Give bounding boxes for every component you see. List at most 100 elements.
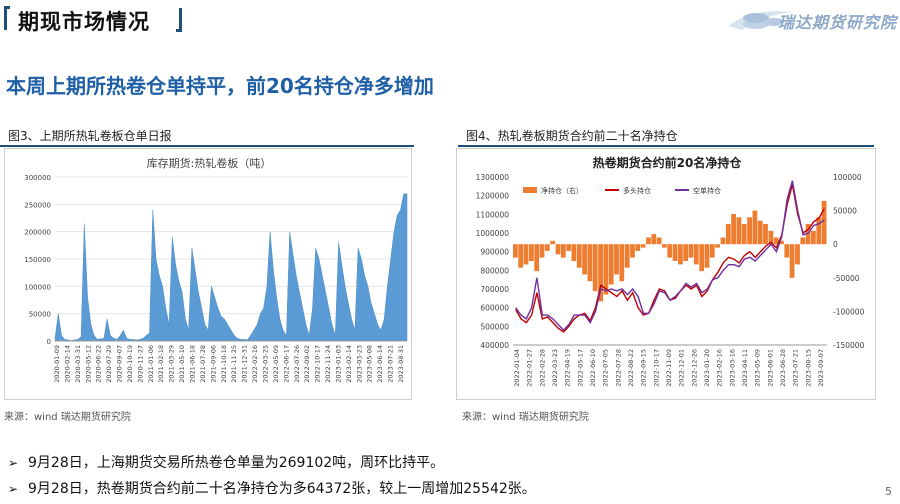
net-position-bar (630, 244, 635, 258)
warehouse-receipt-chart: 库存期货:热轧卷板（吨） 0 50000 100000 150000 200000 250… (24, 156, 408, 383)
headline: 本周上期所热卷仓单持平，前20名持仓净多增加 (6, 74, 434, 98)
x-tick-label: 2022-01-27 (526, 349, 534, 387)
x-tick-label: 2023-01-03 (334, 345, 342, 383)
x-tick-label: 2023-01-20 (703, 349, 711, 387)
x-tick-label: 2020-07-29 (105, 345, 113, 383)
net-position-bar (624, 244, 630, 268)
net-position-chart-box: 热卷期货合约前20名净持仓 净持仓（右） 多头持仓 空单持仓 400000 50000… (456, 148, 876, 400)
y-left-tick-label: 500000 (480, 322, 509, 331)
net-position-bar (619, 244, 625, 282)
company-logo (728, 11, 792, 30)
net-position-bar (544, 244, 550, 251)
x-tick-label: 2020-09-07 (116, 345, 124, 383)
net-position-bar (651, 234, 657, 245)
x-tick-label: 2020-11-27 (136, 345, 144, 383)
short-position-line (515, 180, 825, 332)
net-position-bar (779, 240, 784, 245)
y-right-tick-label: 50000 (833, 207, 857, 216)
x-tick-label: 2022-07-05 (602, 349, 610, 387)
x-tick-label: 2022-12-26 (690, 349, 698, 387)
x-tick-label: 2023-05-09 (754, 349, 762, 387)
x-tick-label: 2020-10-19 (126, 345, 134, 383)
net-position-bar (523, 244, 529, 265)
bullet-arrow-icon: ➢ (8, 482, 19, 496)
x-tick-label: 2023-06-14 (376, 345, 384, 383)
net-position-bar (566, 244, 571, 251)
x-tick-label: 2022-12-01 (678, 349, 686, 387)
chart-title: 库存期货:热轧卷板（吨） (147, 156, 272, 170)
y-right-tick-label: 100000 (833, 173, 862, 182)
net-position-bar (582, 244, 587, 275)
x-tick-label: 2020-05-12 (84, 345, 92, 383)
net-position-bar (598, 244, 603, 302)
x-tick-label: 2022-07-28 (614, 349, 622, 387)
net-position-bar (752, 210, 758, 245)
net-position-bar (800, 237, 806, 245)
net-position-bar (678, 244, 683, 265)
y-left-tick-label: 1000000 (476, 229, 510, 238)
x-tick-label: 2022-11-24 (324, 345, 332, 383)
net-position-bar (646, 237, 651, 245)
legend-label: 净持仓（右） (541, 186, 583, 195)
y-right-tick-label: -50000 (833, 274, 860, 283)
y-right-tick-label: -100000 (833, 307, 865, 316)
x-tick-label: 2023-05-08 (366, 345, 374, 383)
x-tick-label: 2021-02-18 (157, 345, 165, 383)
net-position-bar (699, 244, 705, 272)
legend-swatch (523, 187, 537, 193)
x-tick-label: 2021-01-06 (147, 345, 155, 383)
net-position-bar (789, 244, 795, 278)
y-left-tick-label: 1100000 (476, 210, 510, 219)
page-title: 期现市场情况 (18, 10, 150, 34)
net-position-bar (816, 217, 822, 245)
net-position-bar (656, 237, 662, 245)
bullet-text: 9月28日，上海期货交易所热卷仓单量为269102吨，周环比持平。 (28, 455, 445, 471)
bullet-arrow-icon: ➢ (8, 456, 19, 470)
y-left-tick-label: 800000 (480, 266, 509, 275)
net-position-bar (693, 244, 699, 265)
net-position-bar (608, 244, 614, 285)
x-tick-label: 2022-04-19 (564, 349, 572, 387)
net-position-bar (614, 244, 619, 275)
chart-title: 热卷期货合约前20名净持仓 (593, 155, 743, 170)
x-tick-label: 2022-01-04 (513, 349, 521, 387)
y-tick-label: 100000 (24, 283, 51, 291)
figure-3-source: 来源：wind 瑞达期货研究院 (4, 412, 131, 423)
y-left-tick-label: 400000 (480, 341, 509, 350)
net-position-bar (688, 244, 694, 258)
y-left-tick-label: 1300000 (476, 173, 510, 182)
logo-text: 瑞达期货研究院 (778, 13, 898, 32)
bullet-item: ➢ 9月28日，上海期货交易所热卷仓单量为269102吨，周环比持平。 (8, 452, 444, 472)
net-position-bar (747, 217, 752, 245)
net-position-bar (725, 224, 731, 245)
x-tick-label: 2022-03-25 (261, 345, 269, 383)
y-tick-label: 50000 (29, 311, 51, 319)
x-tick-label: 2023-03-23 (355, 345, 363, 383)
net-position-bar (560, 244, 566, 258)
x-tick-label: 2022-08-22 (627, 349, 635, 387)
figure-3-divider (0, 145, 414, 147)
x-tick-label: 2023-06-28 (779, 349, 787, 387)
net-position-bar (741, 224, 747, 245)
x-tick-label: 2021-09-06 (209, 345, 217, 383)
x-tick-label: 2021-06-18 (189, 345, 197, 383)
net-position-bar (534, 244, 540, 272)
x-tick-label: 2023-04-11 (741, 349, 749, 387)
y-left-tick-label: 600000 (480, 304, 509, 313)
x-tick-label: 2020-03-31 (74, 345, 82, 383)
y-left-tick-label: 1200000 (476, 192, 510, 201)
title-bracket-left (4, 6, 10, 30)
y-left-tick-label: 700000 (480, 285, 509, 294)
net-position-bar (550, 240, 556, 245)
net-position-bar (571, 244, 577, 261)
net-position-bar (773, 237, 779, 245)
net-position-bar (715, 244, 720, 248)
figure-3-label: 图3、上期所热轧卷板仓单日报 (8, 129, 172, 143)
y-tick-label: 0 (47, 338, 51, 346)
x-tick-label: 2023-06-01 (766, 349, 774, 387)
y-tick-label: 200000 (24, 229, 51, 237)
net-position-bar (795, 244, 800, 265)
x-tick-label: 2023-09-07 (817, 349, 825, 387)
net-position-bar (662, 244, 667, 248)
page-number: 5 (885, 485, 892, 498)
